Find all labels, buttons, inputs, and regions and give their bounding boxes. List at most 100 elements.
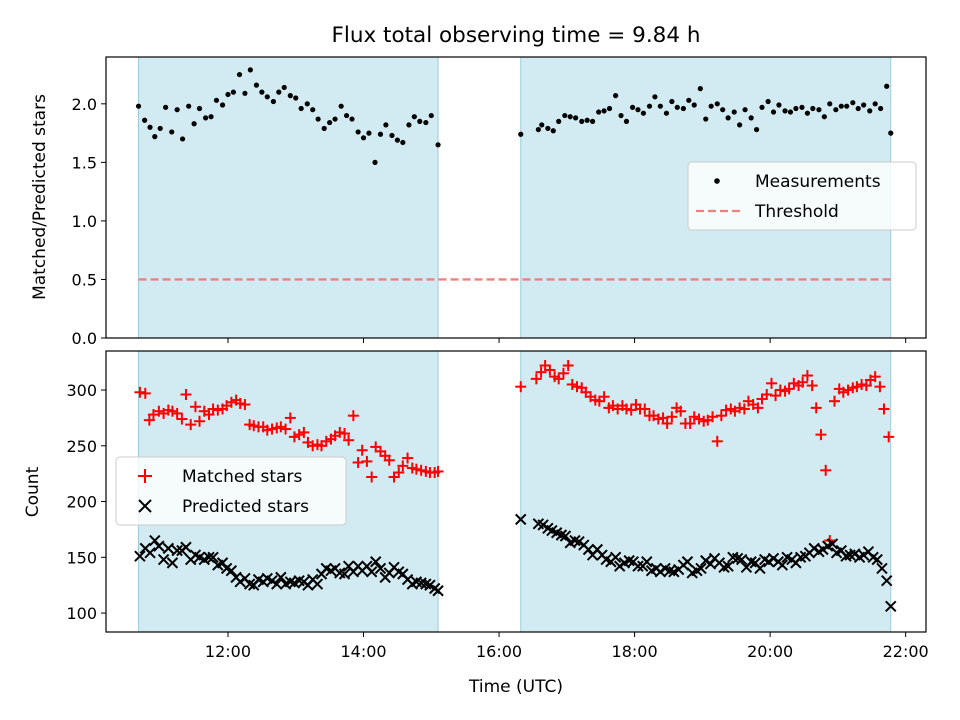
measurement-point [372, 159, 378, 165]
bottom-ytick-label: 150 [66, 548, 97, 567]
predicted-star-point [641, 556, 653, 568]
bottom-ytick-label: 300 [66, 381, 97, 400]
matched-star-point [343, 434, 355, 446]
predicted-star-point-b [704, 558, 717, 570]
matched-star-point [185, 419, 197, 431]
predicted-star-point-b [840, 550, 852, 562]
measurement-point [821, 114, 827, 120]
matched-star-point [711, 435, 723, 447]
predicted-star-point-b [144, 547, 156, 559]
measurement-point [259, 89, 265, 95]
predicted-star-point-b [370, 556, 382, 568]
matched-star-point [347, 410, 359, 422]
matched-star-point [266, 423, 278, 435]
matched-star-point [883, 431, 895, 443]
predicted-star-point-b [166, 557, 179, 569]
predicted-star-point-b [284, 576, 297, 588]
matched-star-point [801, 370, 813, 382]
predicted-star-point-b [641, 556, 653, 568]
predicted-star-point-b [134, 550, 146, 562]
predicted-star-point [559, 530, 572, 542]
predicted-star-point-b [871, 553, 883, 566]
predicted-star-point [731, 552, 744, 565]
measurement-point [287, 93, 293, 99]
matched-star-point [837, 386, 849, 398]
measurement-point [613, 93, 619, 99]
matched-star-point [361, 455, 373, 467]
bottom-xtick-label: 22:00 [883, 642, 929, 661]
measurement-point [877, 105, 884, 112]
predicted-star-point-b [180, 541, 192, 553]
measurement-point [573, 115, 579, 121]
predicted-star-point-b [776, 559, 789, 571]
matched-star-point [688, 411, 700, 423]
predicted-star-point-b [162, 542, 175, 555]
matched-star-point [393, 467, 405, 479]
predicted-star-point-b [216, 557, 229, 569]
bottom-xtick-label: 16:00 [476, 642, 522, 661]
measurement-point [550, 128, 556, 134]
matched-star-point [720, 404, 732, 416]
bottom-matched-points [134, 359, 895, 547]
matched-star-point [366, 471, 378, 483]
measurement-point [142, 117, 148, 123]
measurement-point [799, 104, 805, 110]
predicted-star-point-b [559, 530, 572, 542]
measurement-point [556, 118, 562, 124]
bottom-ytick-label: 200 [66, 493, 97, 512]
measurement-point [652, 94, 658, 100]
measurement-point [663, 110, 670, 116]
bottom-ytick-label: 250 [66, 437, 97, 456]
top-ytick-label: 0.5 [72, 270, 97, 289]
matched-star-point [212, 404, 224, 416]
measurement-point [623, 118, 630, 124]
matched-star-point [598, 391, 610, 403]
predicted-star-point [609, 551, 622, 563]
top-yticks: 0.0 0.5 1.0 1.5 2.0 [72, 95, 106, 348]
measurement-point [888, 130, 894, 136]
matched-star-point [553, 373, 565, 385]
measurement-point [850, 100, 856, 106]
predicted-star-point [754, 562, 766, 575]
top-shaded-interval-0 [138, 56, 439, 339]
predicted-star-point-b [311, 578, 324, 590]
measurement-point [567, 114, 573, 120]
matched-star-point [339, 428, 351, 440]
bottom-xticks: 12:00 14:00 16:00 18:00 20:00 22:00 [205, 632, 929, 661]
predicted-star-point [826, 538, 839, 550]
predicted-star-point-b [189, 549, 202, 561]
measurement-point [298, 105, 304, 112]
measurement-point [230, 89, 237, 95]
matched-star-point [248, 420, 260, 432]
predicted-star-point-b [731, 552, 744, 565]
matched-star-point [397, 460, 409, 472]
bottom-axes-frame [105, 350, 927, 633]
matched-star-point [856, 378, 868, 390]
measurement-point [855, 105, 861, 112]
predicted-star-point [420, 578, 432, 590]
matched-star-point [171, 407, 183, 419]
predicted-star-point [745, 556, 757, 568]
legend-measurements-label: Measurements [755, 172, 881, 192]
measurement-point [867, 108, 873, 114]
measurement-point [360, 135, 367, 141]
measurement-point [657, 103, 663, 109]
predicted-star-point-b [432, 585, 444, 597]
predicted-star-point [275, 571, 287, 584]
top-ytick-label: 2.0 [72, 95, 97, 114]
matched-star-point [734, 402, 746, 414]
matched-star-point [234, 397, 246, 409]
predicted-star-point-b [885, 600, 897, 613]
measurement-point [355, 129, 361, 135]
predicted-star-point [271, 578, 283, 590]
matched-star-point [284, 412, 296, 424]
bottom-panel: 100 150 200 250 300 12:00 14:00 16:00 18:00 20:0… [23, 350, 929, 697]
predicted-star-point-b [591, 543, 604, 556]
matched-star-point [620, 403, 632, 415]
matched-star-point [657, 412, 669, 424]
measurement-point [827, 101, 833, 107]
measurement-point [669, 98, 675, 105]
bottom-predicted-points [134, 513, 897, 613]
matched-star-point [770, 390, 782, 402]
predicted-star-point-b [361, 560, 373, 572]
